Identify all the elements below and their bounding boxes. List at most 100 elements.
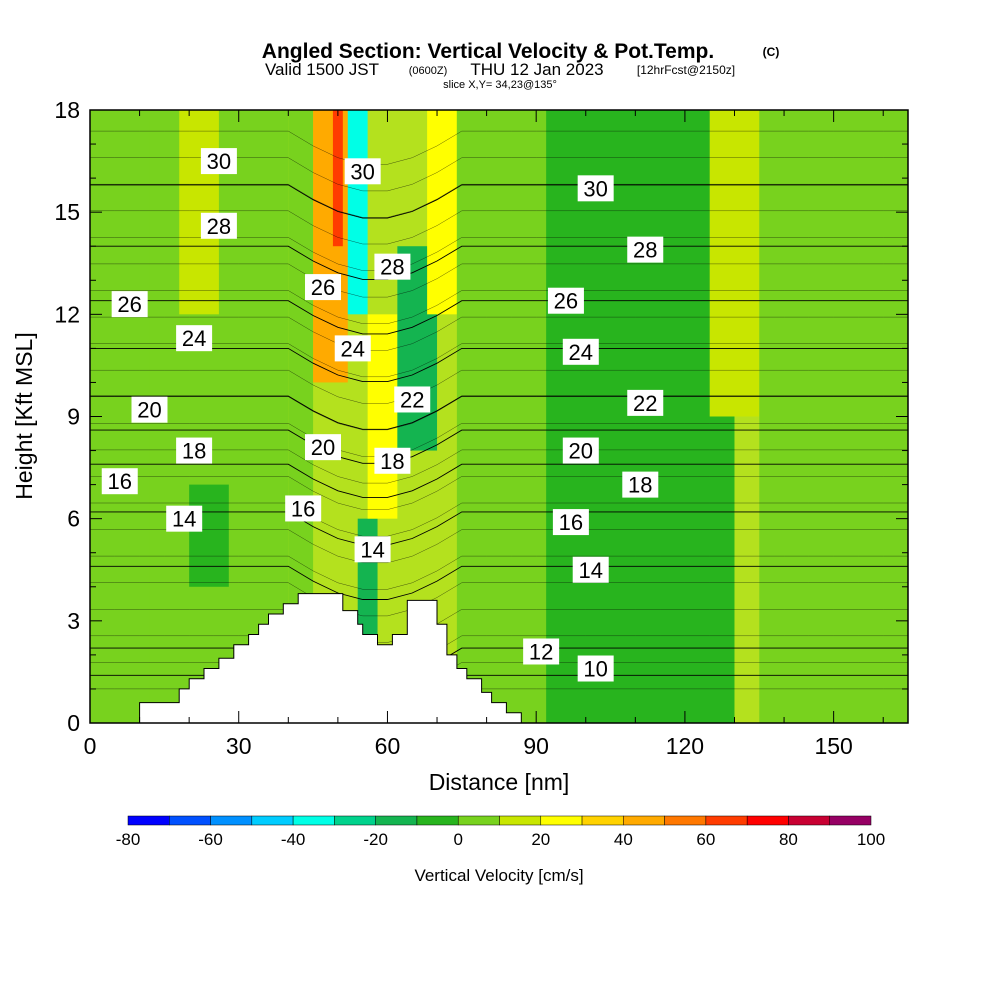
pot-temp-contour-line xyxy=(90,555,908,590)
x-tick-label: 120 xyxy=(666,733,704,759)
x-tick-label: 0 xyxy=(84,733,97,759)
velocity-band xyxy=(427,110,457,315)
contour-label-text: 12 xyxy=(529,639,553,664)
colorbar-swatch xyxy=(705,815,748,826)
chart-title: Angled Section: Vertical Velocity & Pot.… xyxy=(262,40,714,63)
valid-time-label: Valid 1500 JST xyxy=(265,60,379,79)
contour-label-text: 16 xyxy=(559,510,583,535)
colorbar-swatch xyxy=(581,815,624,826)
contour-label-text: 30 xyxy=(583,176,607,201)
contour-label-text: 26 xyxy=(311,275,335,300)
pot-temp-contour-line xyxy=(90,635,908,670)
contour-label-text: 18 xyxy=(380,449,404,474)
pot-temp-contour-line xyxy=(90,300,908,335)
contour-label: 18 xyxy=(622,471,659,498)
pot-temp-contour-line xyxy=(90,449,908,484)
pot-temp-contour-line xyxy=(90,347,908,383)
pot-temp-contour-line xyxy=(90,511,908,546)
contour-labels: 30 30 30 28 28 28 26 26 26 24 24 24 22 22 20 20 20 18 18 18… xyxy=(101,148,664,682)
x-tick-label: 60 xyxy=(375,733,401,759)
terrain xyxy=(90,593,537,724)
contour-label: 30 xyxy=(577,175,614,202)
colorbar xyxy=(127,815,872,826)
contour-label: 12 xyxy=(523,638,560,665)
pot-temp-contour-line xyxy=(90,210,908,245)
y-tick-label: 15 xyxy=(54,199,80,225)
pot-temp-contour-line xyxy=(90,369,908,404)
y-tick-label: 0 xyxy=(67,710,80,736)
contour-label-text: 20 xyxy=(137,398,161,423)
pot-temp-contour-line xyxy=(90,463,908,498)
x-tick-label: 30 xyxy=(226,733,252,759)
pot-temp-contour-line xyxy=(90,183,908,218)
colorbar-swatch xyxy=(334,815,376,826)
contour-label: 16 xyxy=(101,468,138,495)
colorbar-swatch xyxy=(499,815,542,826)
pot-temp-contour-line xyxy=(90,609,908,643)
pot-temp-contour-line xyxy=(90,263,908,298)
contour-label-text: 10 xyxy=(583,657,607,682)
pot-temp-contour-line xyxy=(90,647,908,682)
contour-label: 28 xyxy=(200,212,237,239)
contour-label: 10 xyxy=(577,655,614,682)
contour-label-text: 24 xyxy=(182,326,206,351)
contour-label: 28 xyxy=(374,253,411,280)
colorbar-swatch xyxy=(292,815,335,826)
colorbar-swatch xyxy=(457,815,500,826)
colorbar-tick-label: -60 xyxy=(198,830,223,849)
contour-label: 14 xyxy=(354,536,391,563)
x-tick-label: 90 xyxy=(523,733,549,759)
velocity-band xyxy=(546,110,735,723)
contour-label-text: 14 xyxy=(360,537,384,562)
forecast-info-label: [12hrFcst@2150z] xyxy=(637,63,735,77)
contour-label-text: 26 xyxy=(554,289,578,314)
contour-label: 24 xyxy=(176,325,213,352)
valid-utc-label: (0600Z) xyxy=(409,65,448,77)
contour-label: 26 xyxy=(305,274,342,301)
contour-label: 26 xyxy=(547,287,584,314)
velocity-band xyxy=(179,110,219,315)
contour-label: 28 xyxy=(627,236,664,263)
contour-label: 24 xyxy=(334,335,371,362)
contour-label-text: 18 xyxy=(182,439,206,464)
contour-label-text: 18 xyxy=(628,473,652,498)
contour-label-text: 30 xyxy=(207,149,231,174)
x-axis-label: Distance [nm] xyxy=(429,769,570,795)
colorbar-swatch xyxy=(540,815,583,826)
pot-temp-contour-line xyxy=(90,343,908,378)
contour-label-text: 20 xyxy=(569,439,593,464)
slice-info-label: slice X,Y= 34,23@135° xyxy=(443,79,557,91)
contour-label-text: 14 xyxy=(578,558,602,583)
velocity-field xyxy=(90,110,908,723)
contour-label-text: 22 xyxy=(633,391,657,416)
contour-label-text: 30 xyxy=(350,159,374,184)
contour-label: 16 xyxy=(285,495,322,522)
x-axis: 0 30 60 90 120 150 xyxy=(84,110,884,759)
pot-temp-contour-line xyxy=(90,476,908,510)
colorbar-swatch xyxy=(746,815,789,826)
pot-temp-contour-line xyxy=(90,582,908,617)
contour-label: 14 xyxy=(572,556,609,583)
y-tick-label: 9 xyxy=(67,404,80,430)
colorbar-swatch xyxy=(623,815,665,826)
valid-date-label: THU 12 Jan 2023 xyxy=(470,60,603,79)
pot-temp-contour-line xyxy=(90,565,908,600)
contour-label: 20 xyxy=(562,437,599,464)
contour-label: 20 xyxy=(305,434,342,461)
colorbar-swatch xyxy=(375,815,418,826)
colorbar-tick-label: -40 xyxy=(281,830,306,849)
colorbar-swatch xyxy=(416,815,459,826)
contour-label: 22 xyxy=(394,386,431,413)
contour-label: 22 xyxy=(627,389,664,416)
contour-label: 18 xyxy=(374,447,411,474)
pot-temp-contour-line xyxy=(90,245,908,280)
colorbar-tick-label: 20 xyxy=(531,830,550,849)
contour-label-text: 26 xyxy=(117,292,141,317)
pot-temp-contour-line xyxy=(90,529,908,564)
y-tick-label: 6 xyxy=(67,506,80,532)
pot-temp-contour-line xyxy=(90,290,908,324)
colorbar-swatch xyxy=(169,815,211,826)
velocity-band xyxy=(709,110,760,417)
pot-temp-contour-line xyxy=(90,316,908,351)
colorbar-tick-label: 100 xyxy=(857,830,885,849)
